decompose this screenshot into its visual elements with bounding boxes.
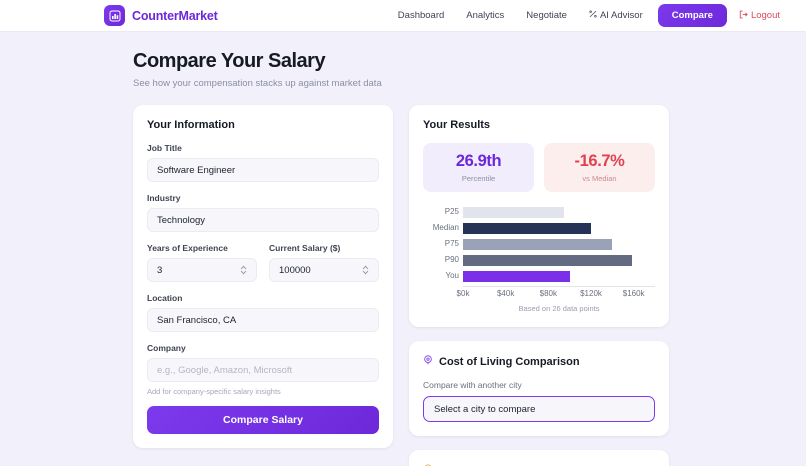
years-of-experience-field: Years of Experience 3 xyxy=(147,243,257,282)
chart-bar xyxy=(463,271,570,282)
years-of-experience-stepper[interactable]: 3 xyxy=(147,258,257,282)
smart-suggestions-card: Smart Suggestions Room for Growth You're… xyxy=(409,450,669,466)
chart-axis-tick: $40k xyxy=(496,289,515,298)
logout-button[interactable]: Logout xyxy=(731,5,788,27)
chart-x-axis: $0k $40k $80k $120k $160k xyxy=(457,286,655,300)
company-label: Company xyxy=(147,343,186,353)
location-field: Location San Francisco, CA xyxy=(147,293,379,332)
chart-bar-row: P90 xyxy=(445,254,655,267)
nav-link-compare[interactable]: Compare xyxy=(657,4,727,27)
page-title: Compare Your Salary xyxy=(133,50,326,72)
chart-category-label: Median xyxy=(432,223,459,232)
nav-link-dashboard[interactable]: Dashboard xyxy=(397,10,445,21)
years-of-experience-value: 3 xyxy=(157,264,163,276)
smart-suggestions-title: Smart Suggestions xyxy=(439,465,539,466)
chart-bar xyxy=(463,239,613,250)
chart-bar-track xyxy=(463,207,655,218)
current-salary-field: Current Salary ($) 100000 xyxy=(269,243,379,282)
chart-axis-tick: $0k xyxy=(456,289,470,298)
chart-bar-track xyxy=(463,255,655,266)
chart-bar-row: Median xyxy=(433,222,655,235)
percentile-stat: 26.9th Percentile xyxy=(423,143,534,192)
right-column: Your Results 26.9th Percentile -16.7% vs… xyxy=(409,105,669,466)
map-pin-icon xyxy=(423,355,433,368)
chart-bar-row: You xyxy=(446,270,655,283)
percentile-value: 26.9th xyxy=(455,152,502,170)
city-select[interactable]: Select a city to compare xyxy=(423,396,655,422)
chart-bar-row: P75 xyxy=(445,238,655,251)
nav-link-ai-advisor-label: AI Advisor xyxy=(599,10,643,21)
your-results-card: Your Results 26.9th Percentile -16.7% vs… xyxy=(409,105,669,327)
chart-bar-track xyxy=(463,271,655,282)
brand-logo[interactable]: CounterMarket xyxy=(104,5,218,26)
job-title-label: Job Title xyxy=(147,143,182,153)
chart-category-label: P75 xyxy=(444,239,459,248)
content-columns: Your Information Job Title Software Engi… xyxy=(133,105,806,466)
chart-axis-tick: $160k xyxy=(622,289,645,298)
top-navigation-bar: CounterMarket Dashboard Analytics Negoti… xyxy=(0,0,806,32)
left-column: Your Information Job Title Software Engi… xyxy=(133,105,393,466)
chart-bar-track xyxy=(463,239,655,250)
chart-axis-tick: $80k xyxy=(539,289,558,298)
cost-of-living-title-row: Cost of Living Comparison xyxy=(423,355,655,368)
current-salary-value: 100000 xyxy=(279,264,311,276)
nav-link-negotiate[interactable]: Negotiate xyxy=(526,10,567,21)
current-salary-label: Current Salary ($) xyxy=(269,243,341,253)
nav-link-ai-advisor[interactable]: AI Advisor xyxy=(578,5,654,26)
chart-axis-tick: $120k xyxy=(580,289,602,298)
logout-arrow-icon xyxy=(739,10,748,22)
brand-name: CounterMarket xyxy=(132,8,218,23)
company-hint: Add for company-specific salary insights xyxy=(147,387,281,396)
chart-bar-track xyxy=(463,223,655,234)
salary-distribution-chart: P25 Median P75 P90 You $0k $40k $80k $120k $160k… xyxy=(423,206,655,313)
company-input[interactable]: e.g., Google, Amazon, Microsoft xyxy=(147,358,379,382)
sparkle-icon xyxy=(589,10,597,21)
company-field: Company e.g., Google, Amazon, Microsoft xyxy=(147,343,379,382)
job-title-field: Job Title Software Engineer xyxy=(147,143,379,182)
compare-city-label: Compare with another city xyxy=(423,380,522,390)
vs-median-value: -16.7% xyxy=(574,152,625,170)
nav-link-analytics[interactable]: Analytics xyxy=(466,10,505,21)
industry-label: Industry xyxy=(147,193,181,203)
chart-bar xyxy=(463,223,591,234)
job-title-input[interactable]: Software Engineer xyxy=(147,158,379,182)
years-of-experience-label: Years of Experience xyxy=(147,243,228,253)
page-subtitle: See how your compensation stacks up agai… xyxy=(133,78,382,89)
cost-of-living-title: Cost of Living Comparison xyxy=(439,355,580,368)
location-label: Location xyxy=(147,293,183,303)
stepper-arrows-icon[interactable] xyxy=(240,265,247,275)
compare-salary-button[interactable]: Compare Salary xyxy=(147,406,379,434)
vs-median-label: vs Median xyxy=(582,174,617,183)
chart-bar xyxy=(463,255,632,266)
cost-of-living-card: Cost of Living Comparison Compare with a… xyxy=(409,341,669,436)
chart-category-label: You xyxy=(445,271,460,280)
chart-note: Based on 26 data points xyxy=(518,304,600,313)
industry-input[interactable]: Technology xyxy=(147,208,379,232)
chart-bar-row: P25 xyxy=(445,206,655,219)
years-salary-row: Years of Experience 3 Cu xyxy=(147,243,379,293)
logout-label: Logout xyxy=(750,10,780,21)
chart-bars: P25 Median P75 P90 You xyxy=(433,206,655,283)
your-information-card: Your Information Job Title Software Engi… xyxy=(133,105,393,448)
chart-category-label: P90 xyxy=(444,255,459,264)
percentile-label: Percentile xyxy=(461,174,496,183)
chart-bar xyxy=(463,207,565,218)
stepper-arrows-icon[interactable] xyxy=(362,265,369,275)
page-container: Compare Your Salary See how your compens… xyxy=(0,32,806,466)
your-information-title: Your Information xyxy=(147,119,235,131)
results-stats: 26.9th Percentile -16.7% vs Median xyxy=(423,143,655,192)
bar-chart-icon xyxy=(104,5,125,26)
current-salary-stepper[interactable]: 100000 xyxy=(269,258,379,282)
chart-category-label: P25 xyxy=(444,207,459,216)
your-results-title: Your Results xyxy=(423,119,491,131)
location-input[interactable]: San Francisco, CA xyxy=(147,308,379,332)
nav-links: Dashboard Analytics Negotiate AI Advisor… xyxy=(387,4,788,27)
industry-field: Industry Technology xyxy=(147,193,379,232)
vs-median-stat: -16.7% vs Median xyxy=(544,143,655,192)
